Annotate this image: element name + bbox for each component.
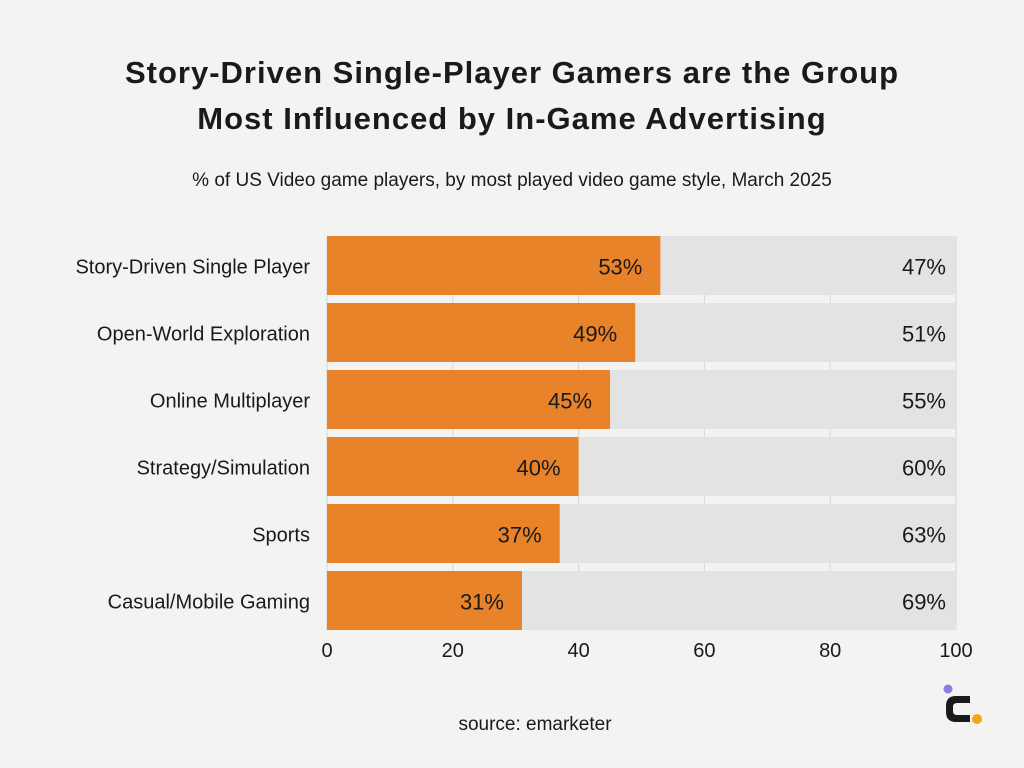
remainder-bar-5	[521, 571, 956, 630]
chart-title-line-2: Most Influenced by In-Game Advertising	[197, 101, 827, 136]
brand-logo-icon	[943, 684, 982, 724]
remainder-bar-1	[635, 303, 956, 362]
category-label-4: Sports	[252, 525, 310, 547]
primary-value-label-0: 53%	[598, 255, 642, 280]
chart-title-line-1: Story-Driven Single-Player Gamers are th…	[124, 55, 900, 90]
primary-bar-3	[327, 437, 579, 496]
remainder-bar-4	[559, 504, 956, 563]
chart-title: Story-Driven Single-Player Gamers are th…	[0, 50, 1024, 142]
x-tick-label-3: 60	[693, 640, 715, 662]
category-label-2: Online Multiplayer	[150, 391, 310, 413]
remainder-bar-0	[660, 236, 956, 295]
remainder-value-label-5: 69%	[902, 590, 946, 615]
remainder-value-label-4: 63%	[902, 523, 946, 548]
remainder-value-label-0: 47%	[902, 255, 946, 280]
primary-value-label-1: 49%	[573, 322, 617, 347]
primary-value-label-4: 37%	[498, 523, 542, 548]
remainder-bar-2	[610, 370, 956, 429]
primary-value-label-2: 45%	[548, 389, 592, 414]
category-label-1: Open-World Exploration	[97, 324, 310, 346]
remainder-bar-3	[578, 437, 956, 496]
primary-bar-5	[327, 571, 522, 630]
primary-bar-2	[327, 370, 611, 429]
source-text: source: emarketer	[458, 714, 612, 735]
logo-dot-orange	[972, 714, 982, 724]
remainder-value-label-1: 51%	[902, 322, 946, 347]
primary-bar-4	[327, 504, 560, 563]
x-tick-label-2: 40	[567, 640, 589, 662]
primary-value-label-3: 40%	[517, 456, 561, 481]
logo-dot-purple	[943, 684, 953, 694]
logo-c-shape	[946, 696, 970, 722]
source-note: source: emarketer	[0, 714, 1024, 736]
remainder-value-label-2: 55%	[902, 389, 946, 414]
category-label-3: Strategy/Simulation	[137, 458, 310, 480]
category-label-5: Casual/Mobile Gaming	[108, 592, 310, 614]
x-tick-label-1: 20	[442, 640, 464, 662]
x-tick-label-5: 100	[939, 640, 972, 662]
chart-subtitle: % of US Video game players, by most play…	[192, 170, 832, 191]
category-label-0: Story-Driven Single Player	[75, 257, 310, 279]
primary-bar-1	[327, 303, 636, 362]
primary-bar-0	[327, 236, 661, 295]
remainder-value-label-3: 60%	[902, 456, 946, 481]
primary-value-label-5: 31%	[460, 590, 504, 615]
x-tick-label-4: 80	[819, 640, 841, 662]
x-tick-label-0: 0	[321, 640, 332, 662]
